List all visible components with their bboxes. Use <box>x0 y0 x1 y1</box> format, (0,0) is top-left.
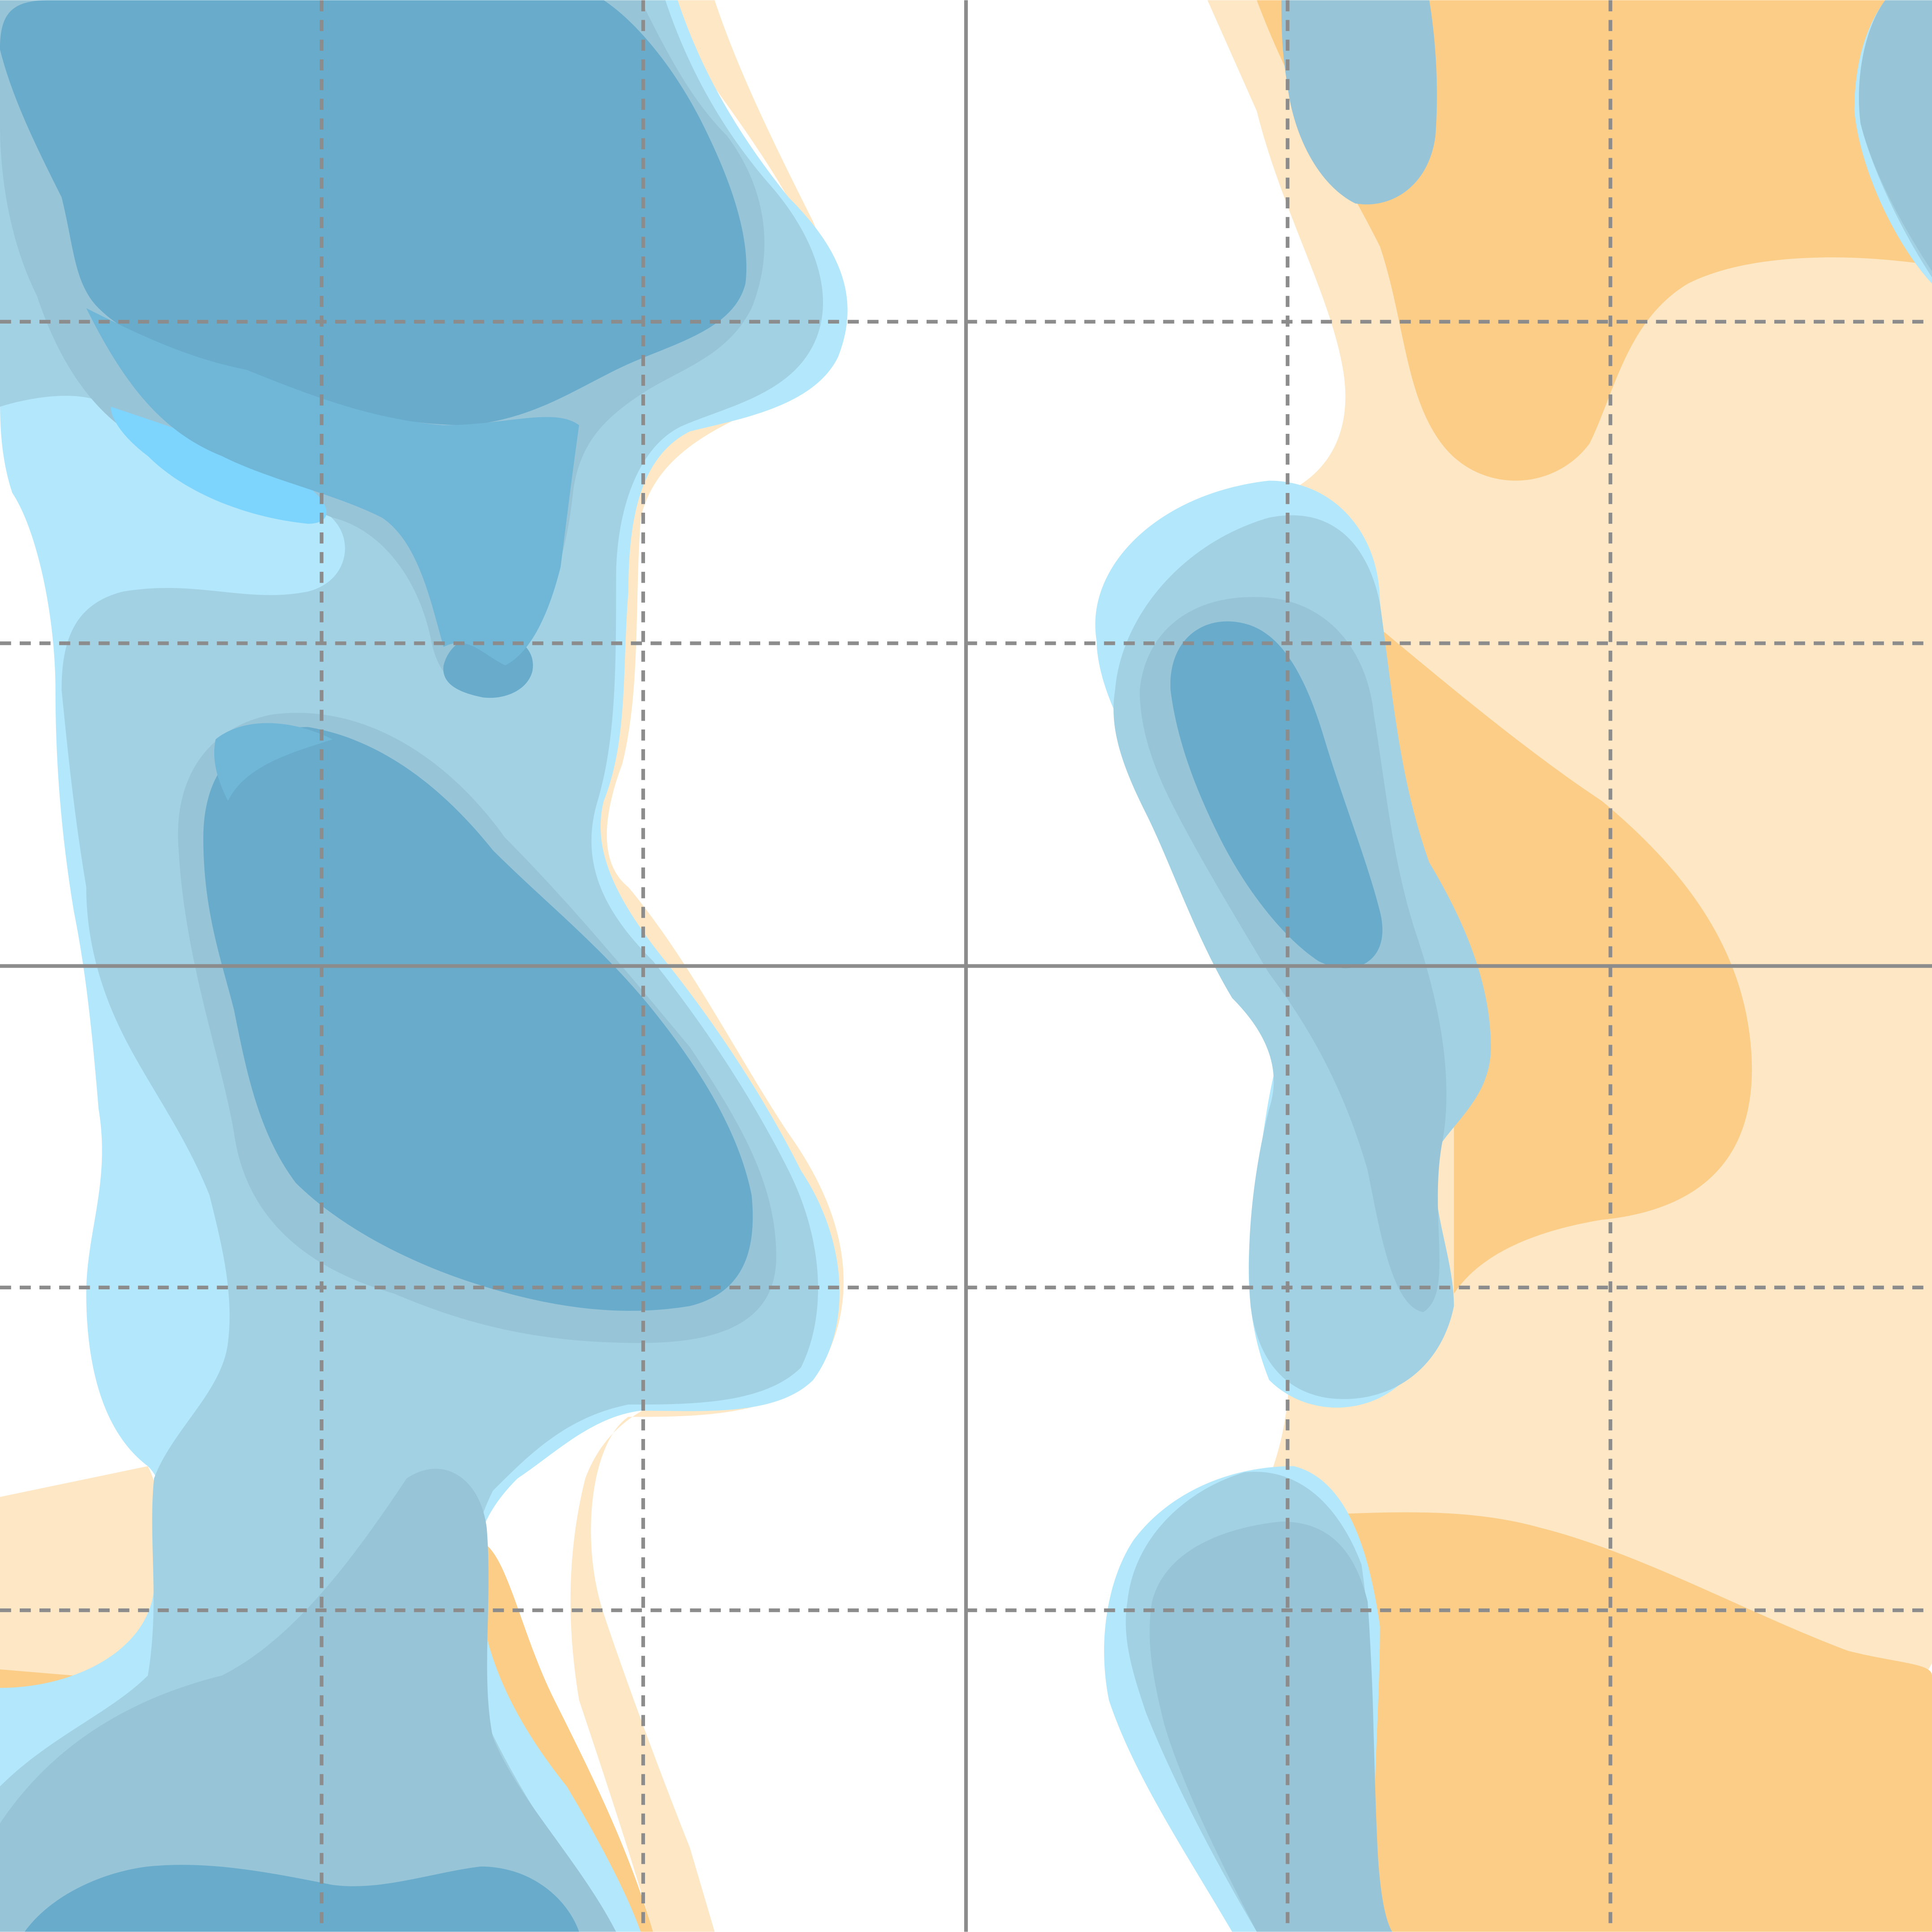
blue-dark-right-core <box>1170 621 1382 968</box>
blue-region-medium <box>86 308 579 801</box>
blue-medium-center-fringe <box>214 723 333 801</box>
orange-strong-middle <box>1380 628 1752 1294</box>
blue-bright-streak <box>111 406 327 524</box>
blue-mid-right-edge <box>1858 0 1932 272</box>
blue-dark-bottom-left <box>24 1865 579 1932</box>
orange-light-bottom-left <box>0 1466 162 1688</box>
orange-strong-bottom <box>1281 1512 1932 1932</box>
blue-region-bright <box>111 406 327 524</box>
blue-mid-right-bottom <box>1149 1521 1393 1932</box>
blue-region-dark <box>0 0 1382 1932</box>
blue-mid-bottom-left <box>0 1469 616 1932</box>
blue-medium-upper-band <box>86 308 579 666</box>
blue-mid-top-right-blob <box>1281 0 1437 205</box>
orange-strong-lower-left <box>459 1540 653 1932</box>
blue-dark-center-left <box>203 727 753 1311</box>
blue-dark-upper-left <box>0 0 747 425</box>
